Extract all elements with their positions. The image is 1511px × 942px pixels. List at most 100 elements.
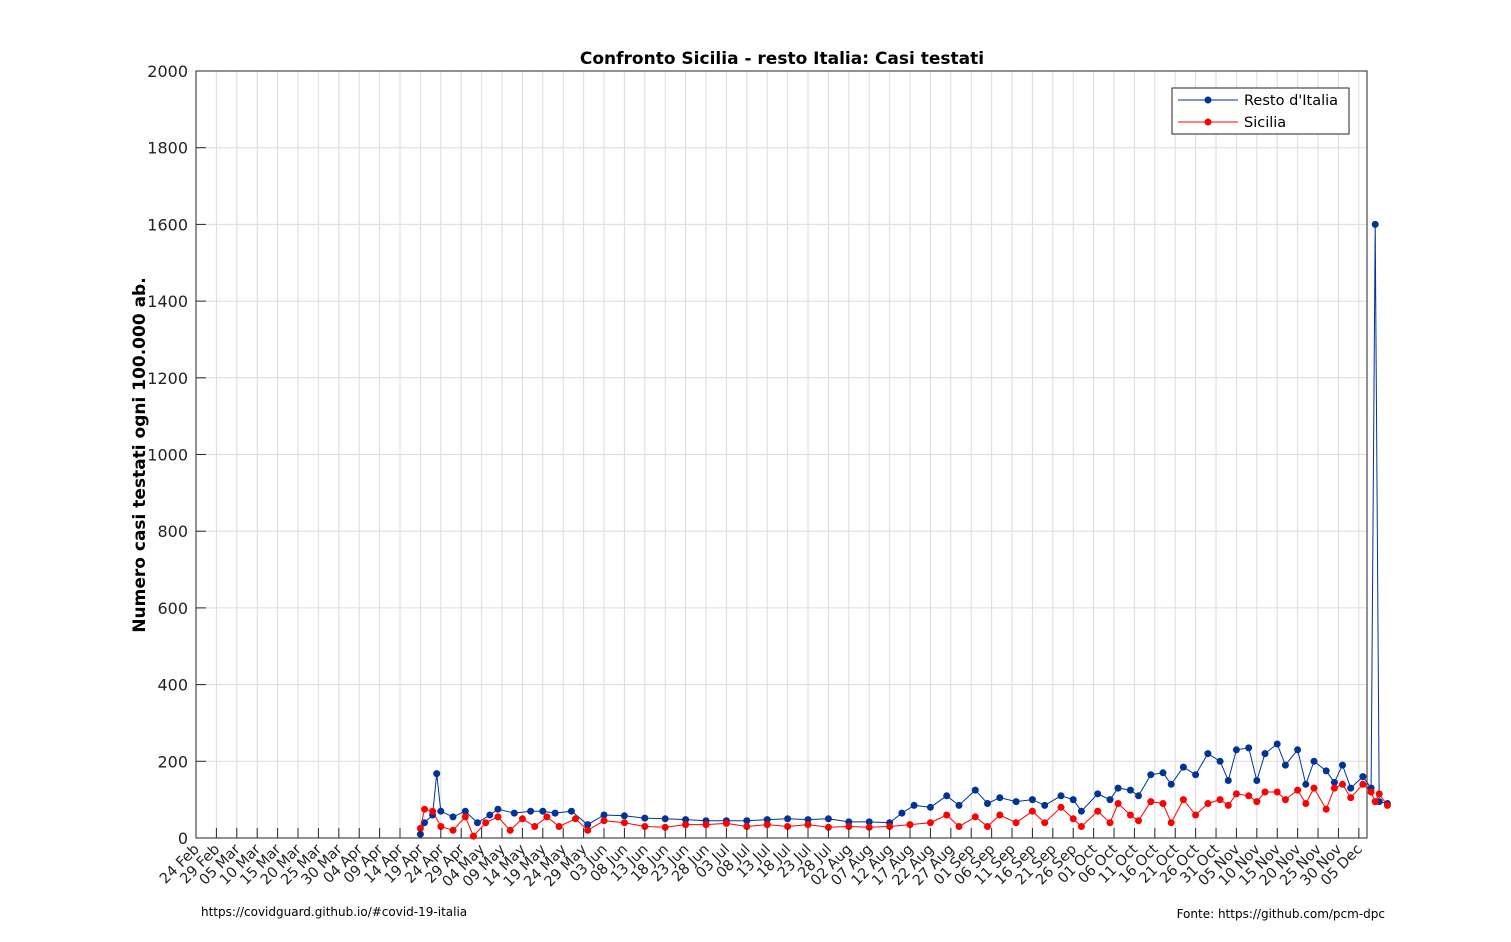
data-point-sicilia <box>722 819 730 827</box>
data-point-sicilia <box>1322 805 1330 813</box>
data-point-sicilia <box>1167 819 1175 827</box>
data-point-resto-d-italia <box>1224 777 1232 784</box>
data-point-sicilia <box>482 819 490 827</box>
data-point-sicilia <box>1069 815 1077 823</box>
data-point-sicilia <box>572 815 579 823</box>
legend-label-sicilia: Sicilia <box>1244 115 1286 131</box>
data-point-sicilia <box>421 805 428 813</box>
data-point-resto-d-italia <box>620 812 628 820</box>
data-point-sicilia <box>661 823 669 831</box>
data-point-sicilia <box>641 823 649 830</box>
data-point-resto-d-italia <box>1114 784 1122 792</box>
data-point-sicilia <box>600 817 608 825</box>
data-point-sicilia <box>1057 803 1065 811</box>
y-tick-label: 200 <box>157 752 188 771</box>
data-point-sicilia <box>1371 798 1379 806</box>
data-point-resto-d-italia <box>1159 769 1167 777</box>
y-tick-label: 1000 <box>147 446 188 465</box>
legend-box <box>1171 87 1350 135</box>
data-point-sicilia <box>1114 800 1122 807</box>
data-point-sicilia <box>804 821 812 829</box>
data-point-sicilia <box>984 823 991 830</box>
data-point-sicilia <box>702 821 710 829</box>
data-point-sicilia <box>1041 819 1049 827</box>
data-point-resto-d-italia <box>1330 778 1338 786</box>
data-point-sicilia <box>996 811 1004 819</box>
data-point-sicilia <box>1281 796 1289 804</box>
data-point-resto-d-italia <box>682 816 690 824</box>
data-point-resto-d-italia <box>1294 746 1302 754</box>
series-line-resto-d-italia <box>419 224 1388 835</box>
data-point-resto-d-italia <box>1347 784 1355 792</box>
data-point-resto-d-italia <box>1094 790 1102 798</box>
data-point-resto-d-italia <box>600 811 608 819</box>
data-point-resto-d-italia <box>1261 750 1269 758</box>
data-point-resto-d-italia <box>461 807 469 815</box>
data-point-sicilia <box>784 823 792 830</box>
data-point-resto-d-italia <box>1106 796 1114 804</box>
data-point-sicilia <box>763 821 771 829</box>
data-point-sicilia <box>1261 788 1269 796</box>
data-point-sicilia <box>543 813 551 821</box>
data-point-sicilia <box>955 823 963 830</box>
data-point-resto-d-italia <box>1245 744 1253 752</box>
data-point-resto-d-italia <box>494 805 502 813</box>
data-point-resto-d-italia <box>824 815 832 823</box>
data-point-resto-d-italia <box>971 786 979 794</box>
data-point-resto-d-italia <box>898 809 906 817</box>
legend: Resto d'Italia Sicilia <box>1171 87 1350 135</box>
data-point-sicilia <box>1147 798 1155 806</box>
data-point-resto-d-italia <box>1302 780 1310 788</box>
y-tick-label: 1600 <box>147 215 188 234</box>
data-point-sicilia <box>469 832 477 840</box>
data-point-resto-d-italia <box>449 813 457 821</box>
data-point-sicilia <box>1302 800 1310 807</box>
data-point-resto-d-italia <box>743 817 751 825</box>
data-point-sicilia <box>926 819 934 827</box>
data-point-sicilia <box>1106 819 1114 827</box>
data-point-sicilia <box>1245 792 1253 800</box>
data-point-sicilia <box>906 821 914 829</box>
data-point-resto-d-italia <box>865 818 873 826</box>
data-point-sicilia <box>682 821 690 829</box>
data-point-resto-d-italia <box>1028 796 1036 804</box>
data-point-sicilia <box>1077 823 1085 830</box>
data-point-resto-d-italia <box>421 819 428 827</box>
data-point-sicilia <box>449 826 457 834</box>
footer-left: https://covidguard.github.io/#covid-19-i… <box>201 905 467 919</box>
data-point-resto-d-italia <box>1216 757 1224 765</box>
data-point-sicilia <box>584 826 592 834</box>
data-point-resto-d-italia <box>955 801 963 809</box>
data-point-sicilia <box>1179 796 1187 804</box>
data-point-sicilia <box>971 813 979 821</box>
legend-marker-resto-italia <box>1204 96 1212 104</box>
data-point-resto-d-italia <box>910 801 918 809</box>
data-point-resto-d-italia <box>1273 740 1281 748</box>
data-point-resto-d-italia <box>433 770 441 778</box>
data-point-resto-d-italia <box>1192 771 1200 779</box>
y-tick-label: 2000 <box>147 62 188 81</box>
data-point-resto-d-italia <box>1253 777 1261 784</box>
data-point-resto-d-italia <box>1339 761 1346 769</box>
footer-right: Fonte: https://github.com/pcm-dpc <box>1177 907 1385 921</box>
data-point-sicilia <box>506 826 514 834</box>
data-point-resto-d-italia <box>641 814 649 822</box>
data-point-resto-d-italia <box>551 809 559 817</box>
data-point-sicilia <box>531 823 539 830</box>
data-point-sicilia <box>1294 786 1302 794</box>
legend-marker-sicilia <box>1204 118 1212 126</box>
data-point-resto-d-italia <box>804 816 812 824</box>
data-point-sicilia <box>1159 800 1167 807</box>
y-tick-label: 800 <box>157 522 188 541</box>
data-point-resto-d-italia <box>1167 780 1175 788</box>
data-point-resto-d-italia <box>1322 767 1330 775</box>
data-point-resto-d-italia <box>527 807 535 815</box>
data-point-sicilia <box>1204 800 1212 807</box>
y-axis-label: Numero casi testati ogni 100.000 ab. <box>130 277 150 632</box>
data-point-resto-d-italia <box>567 807 575 815</box>
y-tick-label: 600 <box>157 599 188 618</box>
data-point-sicilia <box>461 813 469 821</box>
data-point-sicilia <box>1367 788 1375 796</box>
data-point-sicilia <box>824 823 832 831</box>
